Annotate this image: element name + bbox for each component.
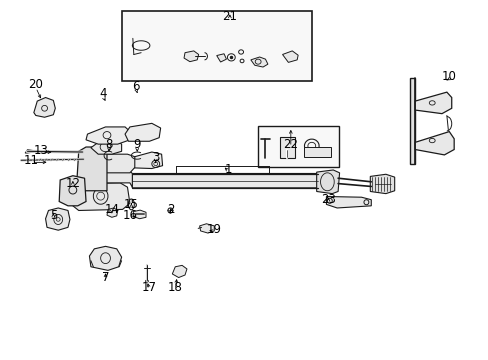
Text: 17: 17 [142, 281, 157, 294]
Text: 19: 19 [206, 223, 222, 236]
Text: 4: 4 [99, 87, 106, 100]
Text: 8: 8 [105, 138, 112, 151]
Text: 18: 18 [167, 281, 183, 294]
Polygon shape [86, 127, 131, 144]
Bar [122, 12, 311, 81]
Polygon shape [125, 123, 160, 141]
Polygon shape [91, 139, 122, 154]
Text: 6: 6 [132, 80, 140, 93]
Polygon shape [59, 176, 86, 206]
Bar [280, 137, 294, 158]
Text: 12: 12 [65, 177, 80, 190]
Polygon shape [34, 98, 55, 117]
Text: 14: 14 [104, 203, 119, 216]
Polygon shape [172, 265, 186, 278]
Polygon shape [409, 78, 414, 164]
Bar [258, 126, 338, 167]
Text: 15: 15 [123, 198, 139, 211]
Text: 22: 22 [283, 138, 298, 150]
Polygon shape [79, 154, 135, 173]
Polygon shape [73, 183, 130, 211]
Polygon shape [183, 51, 198, 62]
Polygon shape [216, 54, 226, 62]
Polygon shape [326, 197, 370, 208]
Text: 23: 23 [320, 193, 335, 206]
Text: 16: 16 [122, 210, 137, 222]
Polygon shape [89, 246, 122, 270]
Text: 21: 21 [222, 10, 237, 23]
Polygon shape [250, 57, 267, 67]
Text: 3: 3 [152, 151, 159, 164]
Polygon shape [414, 132, 453, 155]
Text: 11: 11 [23, 154, 39, 167]
Polygon shape [122, 152, 162, 168]
Polygon shape [45, 208, 70, 230]
Polygon shape [76, 147, 107, 191]
Text: 20: 20 [28, 78, 43, 91]
Polygon shape [132, 174, 322, 188]
Polygon shape [414, 92, 451, 114]
Polygon shape [133, 210, 146, 219]
Polygon shape [282, 51, 298, 62]
Polygon shape [199, 224, 214, 233]
Text: 9: 9 [133, 138, 141, 151]
Polygon shape [81, 171, 132, 187]
Text: 1: 1 [224, 163, 232, 176]
Text: 10: 10 [441, 69, 456, 82]
Polygon shape [316, 170, 339, 194]
Text: 2: 2 [167, 203, 175, 216]
Bar [304, 147, 330, 157]
Polygon shape [25, 149, 34, 153]
Text: 13: 13 [33, 144, 48, 157]
Text: 5: 5 [50, 210, 57, 222]
Text: 7: 7 [102, 271, 109, 284]
Polygon shape [107, 208, 118, 217]
Polygon shape [369, 174, 394, 194]
